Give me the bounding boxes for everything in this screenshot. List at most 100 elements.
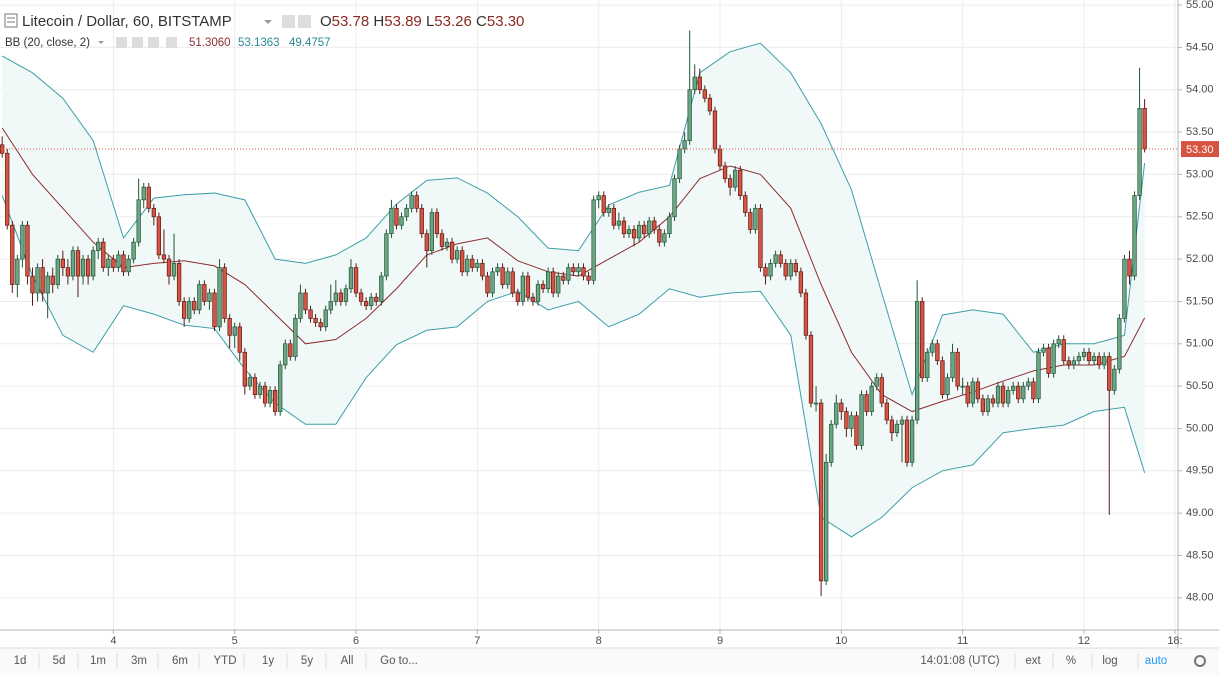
range-button[interactable]: 3m <box>131 655 147 667</box>
option-button[interactable]: % <box>1066 655 1076 667</box>
y-tick-label: 53.50 <box>1186 126 1214 138</box>
candle-body <box>116 254 121 268</box>
candle-body <box>601 195 606 213</box>
candle-body <box>505 271 510 285</box>
goto-button[interactable]: Go to... <box>380 655 418 667</box>
candle-body <box>1076 356 1082 362</box>
indicator-name[interactable]: BB (20, close, 2) <box>5 37 90 49</box>
y-tick-label: 51.50 <box>1186 295 1214 307</box>
candle-body <box>1096 356 1102 366</box>
candle-body <box>166 258 172 277</box>
range-button[interactable]: YTD <box>214 655 237 667</box>
candle-body <box>222 267 227 319</box>
legend-icon[interactable] <box>298 15 311 28</box>
symbol-dropdown[interactable] <box>264 20 272 24</box>
x-tick-label: 11 <box>957 635 968 647</box>
x-tick-label: 8 <box>596 635 602 647</box>
candle-body <box>384 233 389 277</box>
candle-body <box>869 385 874 412</box>
range-button[interactable]: 1y <box>262 655 274 667</box>
y-tick-label: 51.00 <box>1186 338 1214 350</box>
candle-body <box>748 212 753 230</box>
candle-body <box>136 199 141 243</box>
candle-body <box>232 326 237 336</box>
y-tick-label: 52.00 <box>1186 253 1214 265</box>
candle-body <box>829 423 834 463</box>
candle-body <box>1066 360 1071 366</box>
candle-body <box>121 254 126 273</box>
x-tick-label: 18: <box>1167 635 1182 647</box>
candle-body <box>631 229 637 239</box>
candle-body <box>1091 356 1097 362</box>
candle-body <box>859 394 864 446</box>
range-button[interactable]: All <box>341 655 354 667</box>
indicator-icon[interactable] <box>166 37 177 48</box>
candle-body <box>85 258 91 277</box>
candle-body <box>278 364 283 412</box>
option-button[interactable]: ext <box>1025 655 1041 667</box>
candle-body <box>899 419 905 425</box>
candle-body <box>1081 351 1087 357</box>
range-button[interactable]: 1d <box>14 655 27 667</box>
candle-body <box>35 267 40 294</box>
candle-body <box>1132 195 1137 277</box>
indicator-dropdown[interactable] <box>98 41 104 44</box>
option-button[interactable]: log <box>1102 655 1117 667</box>
ohlc-key: L <box>426 13 434 30</box>
range-button[interactable]: 6m <box>172 655 188 667</box>
candle-body <box>1112 368 1117 391</box>
candle-body <box>1021 385 1026 400</box>
indicator-icon[interactable] <box>132 37 143 48</box>
candle-body <box>15 258 20 285</box>
settings-button[interactable] <box>1194 655 1206 667</box>
candle-body <box>475 262 480 268</box>
candle-body <box>252 377 258 395</box>
candle-body <box>657 229 662 243</box>
candle-body <box>626 229 632 235</box>
candle-body <box>1051 343 1056 374</box>
candle-body <box>227 318 232 336</box>
candle-body <box>697 76 702 91</box>
candle-body <box>1036 351 1041 400</box>
x-tick-label: 10 <box>835 635 847 647</box>
candle-body <box>586 275 591 281</box>
candle-body <box>96 241 101 251</box>
candle-body <box>712 110 718 150</box>
band-fill <box>2 43 1145 537</box>
indicator-icon[interactable] <box>148 37 159 48</box>
candle-body <box>399 216 404 226</box>
candle-body <box>237 326 242 353</box>
indicator-icon[interactable] <box>116 37 127 48</box>
candle-body <box>480 262 485 277</box>
y-tick-label: 48.00 <box>1186 592 1214 604</box>
candle-body <box>1127 258 1132 277</box>
candle-body <box>454 250 460 260</box>
indicator-value: 49.4757 <box>289 37 331 49</box>
legend-icon[interactable] <box>282 15 295 28</box>
candle-body <box>419 207 424 235</box>
chart-title: Litecoin / Dollar, 60, BITSTAMP <box>22 13 232 30</box>
option-button[interactable]: auto <box>1145 655 1167 667</box>
candle-body <box>854 415 859 446</box>
candle-body <box>308 309 313 319</box>
candle-body <box>778 254 783 264</box>
candle-body <box>1041 347 1046 353</box>
candle-body <box>682 140 687 150</box>
y-tick-label: 52.50 <box>1186 211 1214 223</box>
symbol-icon[interactable] <box>4 13 18 28</box>
y-tick-label: 50.00 <box>1186 422 1214 434</box>
candle-body <box>1071 360 1077 366</box>
candle-body <box>889 419 895 434</box>
range-button[interactable]: 1m <box>90 655 106 667</box>
candle-body <box>824 461 829 582</box>
candle-body <box>45 275 50 294</box>
candle-body <box>207 292 212 302</box>
candle-body <box>884 402 889 421</box>
candle-body <box>530 296 536 302</box>
candle-body <box>262 385 268 404</box>
candle-body <box>131 241 136 260</box>
range-button[interactable]: 5d <box>53 655 66 667</box>
candle-body <box>920 301 925 379</box>
candle-body <box>677 148 682 180</box>
range-button[interactable]: 5y <box>301 655 313 667</box>
